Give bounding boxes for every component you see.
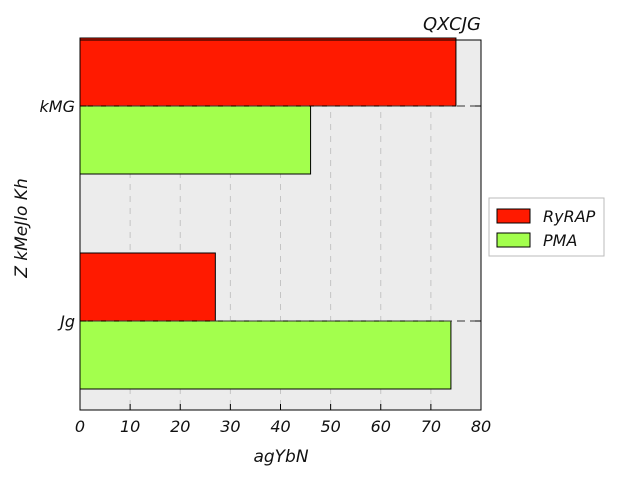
y-axis-label: Z kMeJlo Kh bbox=[12, 178, 32, 279]
y-tick-label-1: Jg bbox=[57, 312, 75, 331]
legend-label-pma: PMA bbox=[543, 231, 577, 250]
y-tick-label-0: kMG bbox=[40, 97, 75, 116]
x-tick-label-6: 60 bbox=[371, 417, 391, 436]
legend-label-ryrap: RyRAP bbox=[543, 207, 596, 226]
x-tick-label-1: 10 bbox=[120, 417, 140, 436]
bar-ryrap-0 bbox=[79, 37, 457, 107]
chart-title: QXCJG bbox=[423, 14, 481, 35]
x-tick-label-5: 50 bbox=[320, 417, 340, 436]
x-tick-label-3: 30 bbox=[220, 417, 240, 436]
legend-swatch-pma bbox=[496, 232, 531, 248]
x-axis-ticks: 0 10 20 30 40 50 60 70 80 bbox=[75, 404, 491, 436]
legend: RyRAP PMA bbox=[488, 197, 605, 257]
legend-swatch-ryrap bbox=[496, 208, 531, 224]
bar-pma-1 bbox=[79, 320, 452, 390]
x-tick-label-2: 20 bbox=[170, 417, 190, 436]
x-axis-label: agYbN bbox=[253, 447, 308, 467]
category-guides bbox=[80, 105, 481, 322]
x-tick-label-8: 80 bbox=[471, 417, 491, 436]
bar-ryrap-1 bbox=[79, 252, 216, 322]
x-tick-label-4: 40 bbox=[270, 417, 290, 436]
x-tick-label-0: 0 bbox=[75, 417, 85, 436]
bars bbox=[79, 37, 457, 390]
bar-pma-0 bbox=[79, 105, 312, 175]
x-tick-label-7: 70 bbox=[421, 417, 441, 436]
y-axis-ticks: kMG Jg bbox=[40, 97, 481, 331]
